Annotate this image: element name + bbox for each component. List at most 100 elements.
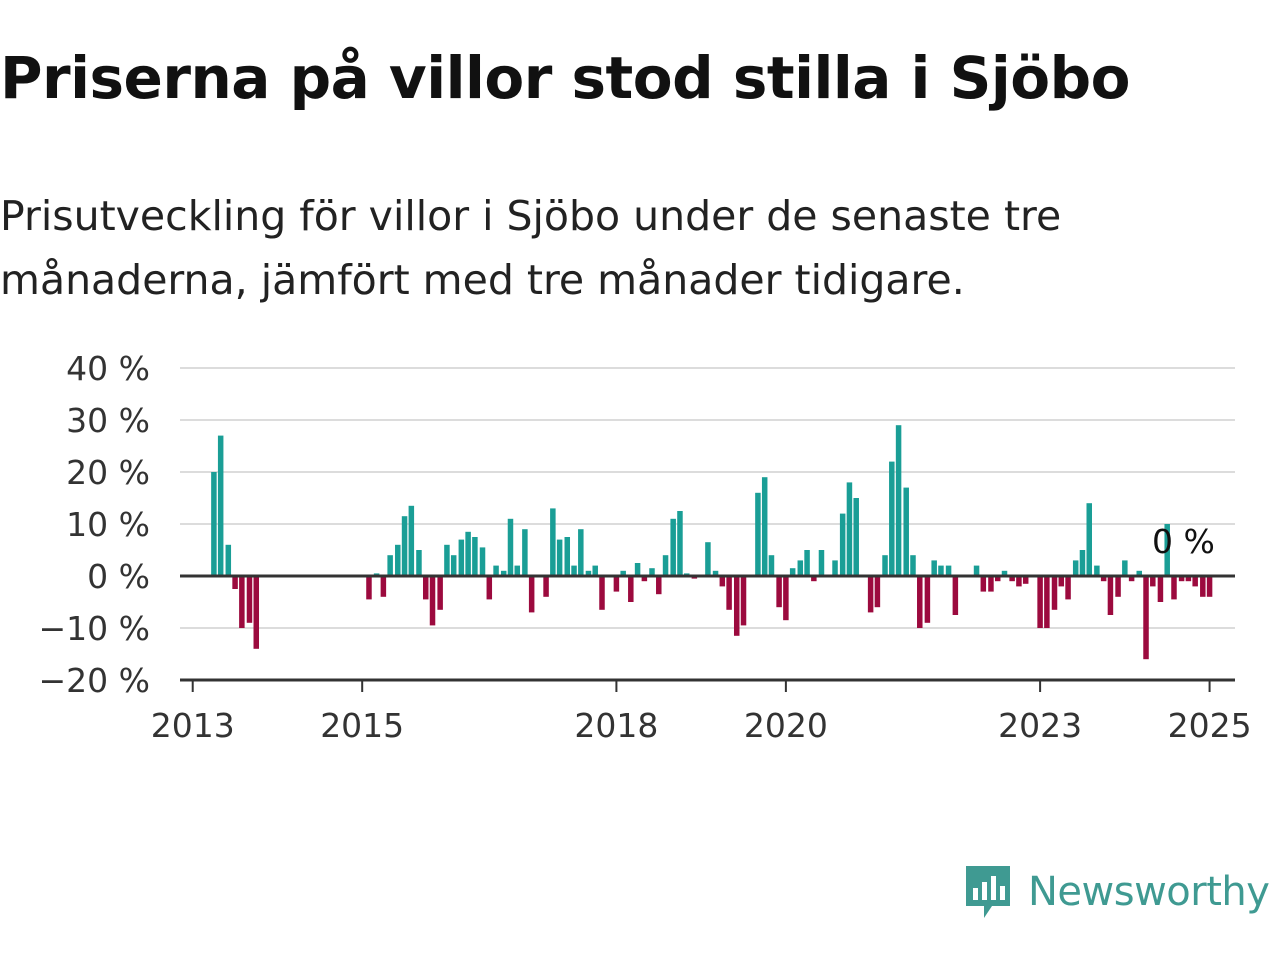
bar xyxy=(712,570,719,576)
y-tick-label: −10 % xyxy=(39,609,151,648)
bar xyxy=(889,461,895,576)
bar xyxy=(726,576,732,610)
bar xyxy=(832,560,838,576)
x-tick-label: 2020 xyxy=(744,706,828,745)
bar xyxy=(1128,576,1135,582)
bar xyxy=(811,576,817,582)
x-tick-label: 2025 xyxy=(1168,706,1252,745)
bar xyxy=(1016,576,1022,587)
bar xyxy=(556,539,563,576)
y-tick-label: 30 % xyxy=(66,401,150,440)
bar xyxy=(938,565,944,576)
bar xyxy=(917,576,923,628)
bar xyxy=(422,576,429,600)
bar xyxy=(416,550,422,576)
bar xyxy=(973,565,980,576)
bar xyxy=(1185,576,1192,582)
bar xyxy=(550,508,556,576)
bar xyxy=(592,565,598,576)
bar xyxy=(380,576,387,597)
bar xyxy=(761,477,768,576)
bar xyxy=(232,576,238,589)
x-tick-label: 2013 xyxy=(151,706,235,745)
bar xyxy=(1100,576,1107,582)
bar xyxy=(429,576,436,626)
bar xyxy=(543,576,549,597)
bar xyxy=(211,472,217,576)
bar xyxy=(444,544,450,576)
bar xyxy=(903,487,909,576)
bar xyxy=(931,560,937,576)
bar xyxy=(1001,570,1008,576)
bar xyxy=(719,576,726,587)
bars xyxy=(211,425,1213,660)
bar xyxy=(910,555,916,576)
bar xyxy=(980,576,987,592)
bar xyxy=(458,539,465,576)
bar xyxy=(1192,576,1198,587)
bar xyxy=(472,537,478,576)
bar xyxy=(783,576,789,621)
bar xyxy=(217,435,224,576)
bar xyxy=(564,537,571,576)
bar xyxy=(952,576,959,615)
y-tick-label: −20 % xyxy=(39,661,151,700)
bar xyxy=(1009,576,1015,582)
bar xyxy=(1136,570,1142,576)
bar xyxy=(867,576,874,613)
bar xyxy=(882,555,888,576)
bar xyxy=(1079,550,1086,576)
bar xyxy=(1157,576,1164,602)
bar xyxy=(705,542,711,576)
bar xyxy=(253,576,260,649)
bar xyxy=(768,555,775,576)
bar xyxy=(1178,576,1185,582)
bar xyxy=(895,425,902,576)
bar xyxy=(818,550,825,576)
bar xyxy=(740,576,747,626)
bar xyxy=(1065,576,1071,600)
bar xyxy=(1171,576,1177,600)
bar xyxy=(613,576,620,592)
bar xyxy=(450,555,457,576)
bar xyxy=(1122,560,1128,576)
y-axis-ticks: 40 % 30 % 20 % 10 % 0 % −10 % −20 % xyxy=(39,349,151,700)
bar xyxy=(656,576,662,595)
bar xyxy=(628,576,634,602)
bar xyxy=(1086,503,1092,576)
bar xyxy=(945,565,952,576)
bar xyxy=(994,576,1001,582)
bar xyxy=(1037,576,1043,628)
bar xyxy=(670,518,676,576)
bar xyxy=(465,531,471,576)
bar xyxy=(493,565,499,576)
bar xyxy=(395,544,401,576)
bar xyxy=(507,518,514,576)
bar xyxy=(387,555,393,576)
y-tick-label: 20 % xyxy=(66,453,150,492)
newsworthy-logo-icon xyxy=(966,866,1010,918)
bar xyxy=(797,560,804,576)
chart-subtitle: Prisutveckling för villor i Sjöbo under … xyxy=(0,192,1062,304)
bar xyxy=(1115,576,1121,597)
bar xyxy=(585,570,592,576)
bar xyxy=(924,576,931,623)
bar xyxy=(662,555,669,576)
bar xyxy=(239,576,245,628)
bar xyxy=(641,576,648,582)
y-tick-label: 40 % xyxy=(66,349,150,388)
bar xyxy=(789,568,796,576)
bar xyxy=(1150,576,1156,587)
bar xyxy=(514,565,521,576)
bar xyxy=(1044,576,1050,628)
bar xyxy=(522,529,528,576)
bar xyxy=(1107,576,1114,615)
bar-chart: 40 %30 %20 %10 %0 %−10 %−20 % 2013 2015 20… xyxy=(39,349,1252,745)
bar xyxy=(733,576,740,636)
x-tick-label: 2023 xyxy=(998,706,1082,745)
last-value-label: 0 % xyxy=(1152,522,1215,561)
bar xyxy=(1072,560,1079,576)
bar xyxy=(677,511,683,576)
bar xyxy=(776,576,782,608)
bar xyxy=(1094,565,1100,576)
